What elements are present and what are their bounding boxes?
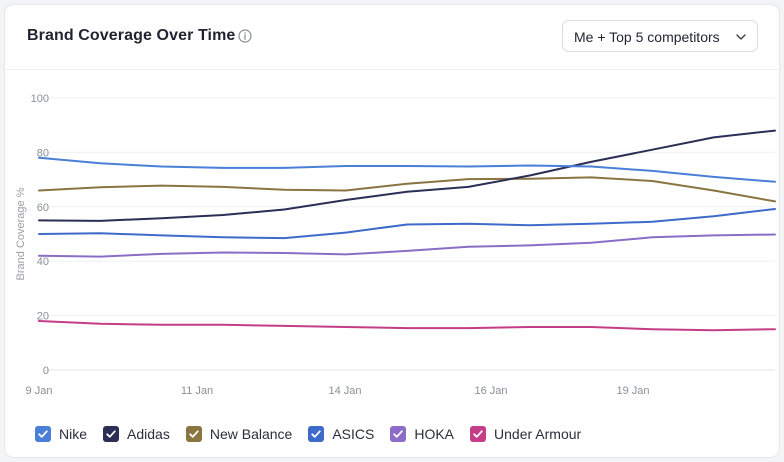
series-line-adidas	[38, 129, 776, 222]
dropdown-label: Me + Top 5 competitors	[574, 29, 720, 45]
competitor-selector-dropdown[interactable]: Me + Top 5 competitors	[562, 20, 758, 52]
legend-label: ASICS	[332, 426, 375, 442]
chart-title: Brand Coverage Over Time	[27, 27, 236, 44]
legend-label: Nike	[59, 426, 88, 442]
legend-item-nike[interactable]: Nike	[35, 426, 87, 442]
legend-checkbox-under-armour[interactable]	[470, 426, 487, 442]
y-axis-label: Brand Coverage %	[15, 187, 27, 280]
legend-item-new-balance[interactable]: New Balance	[185, 426, 293, 442]
checkmark-icon	[393, 430, 404, 438]
chart-legend: Nike Adidas New Balance ASICS HOKA Under Armo…	[35, 423, 597, 445]
legend-item-asics[interactable]: ASICS	[308, 426, 374, 442]
chevron-down-icon	[736, 34, 746, 40]
legend-checkbox-adidas[interactable]	[103, 426, 120, 442]
legend-item-under-armour[interactable]: Under Armour	[470, 426, 581, 442]
series-line-under-armour	[38, 320, 776, 332]
legend-item-hoka[interactable]: HOKA	[390, 426, 454, 442]
checkmark-icon	[473, 430, 483, 438]
series-line-new-balance	[38, 176, 776, 203]
checkmark-icon	[106, 430, 116, 438]
legend-label: Adidas	[127, 426, 170, 442]
checkmark-icon	[311, 430, 322, 438]
legend-item-adidas[interactable]: Adidas	[103, 426, 170, 442]
x-tick-label: 9 Jan	[26, 385, 53, 397]
card-header: Brand Coverage Over Time Me + Top 5 comp…	[5, 5, 779, 70]
legend-checkbox-new-balance[interactable]	[185, 426, 202, 442]
y-tick-label: 60	[37, 202, 49, 214]
legend-checkbox-asics[interactable]	[308, 426, 325, 442]
y-tick-label: 20	[37, 311, 49, 323]
legend-label: Under Armour	[494, 426, 582, 442]
y-tick-label: 80	[37, 147, 49, 159]
legend-checkbox-nike[interactable]	[35, 426, 51, 442]
checkmark-icon	[189, 430, 199, 438]
series-line-hoka	[38, 233, 776, 258]
legend-checkbox-hoka[interactable]	[390, 426, 407, 442]
y-tick-label: 40	[37, 256, 49, 268]
x-tick-label: 11 Jan	[181, 385, 213, 397]
brand-coverage-card: Brand Coverage Over Time Me + Top 5 comp…	[4, 4, 780, 458]
series-line-nike	[38, 156, 776, 183]
series-line-asics	[38, 208, 776, 240]
x-tick-label: 19 Jan	[616, 385, 649, 397]
legend-label: New Balance	[209, 426, 293, 442]
y-tick-label: 0	[43, 365, 49, 377]
line-chart-area: 0 20 40 60 80 100 9 Jan 11 Jan 14 Jan 16 Jan 19 Ja…	[5, 70, 781, 415]
line-chart: 0 20 40 60 80 100 9 Jan 11 Jan 14 Jan 16 Jan 19 Ja…	[15, 93, 776, 397]
info-circle-icon[interactable]	[238, 29, 252, 43]
legend-label: HOKA	[414, 426, 455, 442]
y-tick-label: 100	[31, 93, 49, 105]
checkmark-icon	[38, 430, 48, 438]
x-tick-label: 16 Jan	[474, 385, 507, 397]
x-tick-label: 14 Jan	[328, 385, 361, 397]
